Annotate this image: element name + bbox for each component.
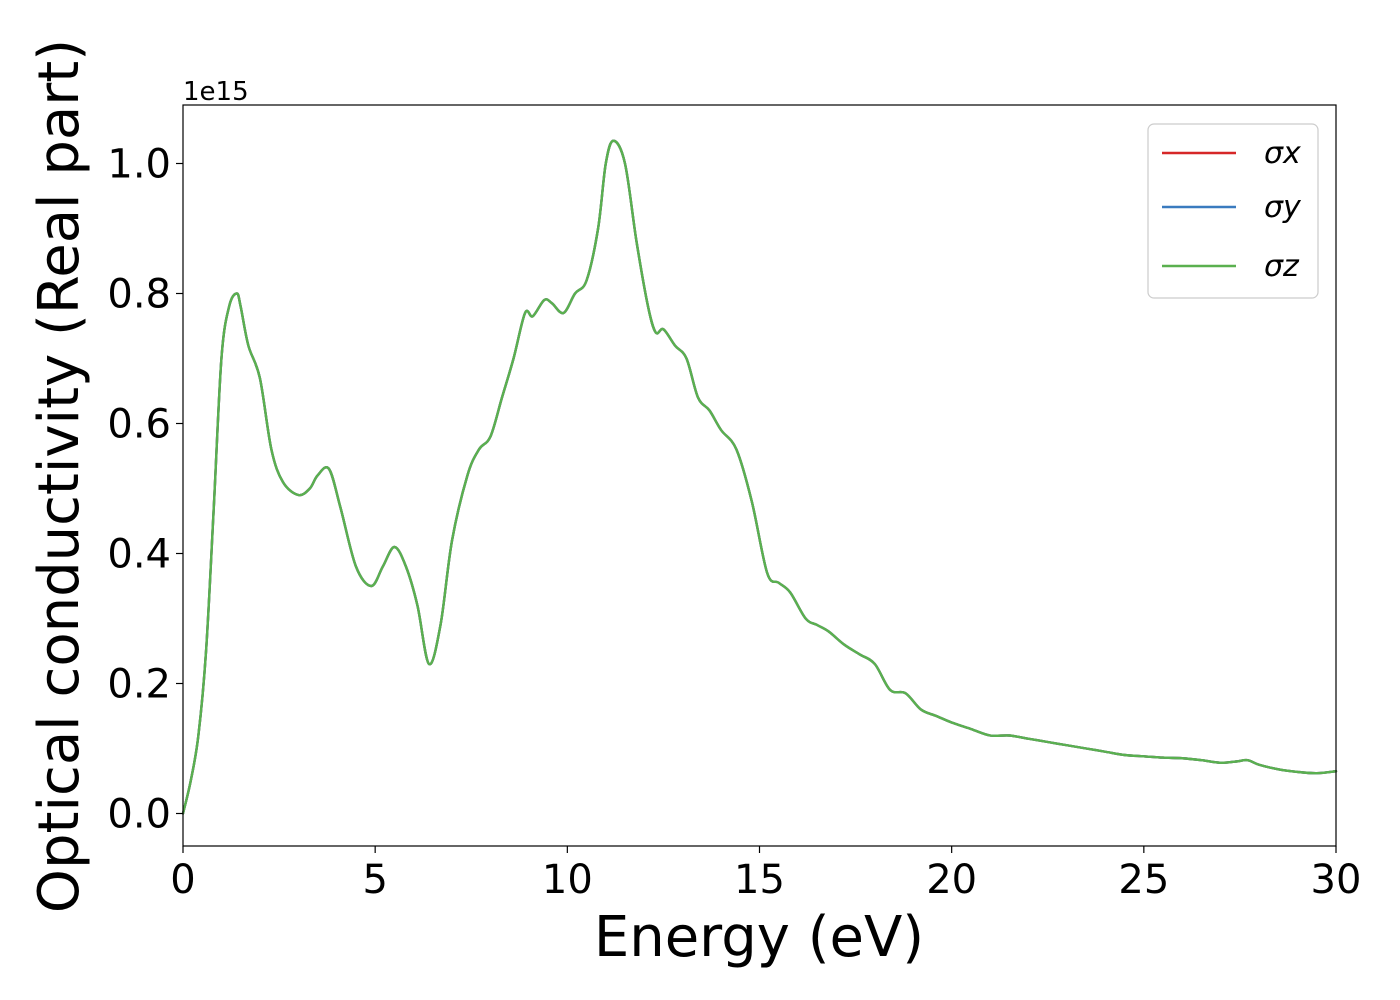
y-axis: 0.0 0.2 0.4 0.6 0.8 1.0 xyxy=(107,142,183,838)
x-tick-label: 20 xyxy=(926,857,977,903)
y-tick-label: 0.2 xyxy=(107,662,171,708)
x-tick-label: 30 xyxy=(1311,857,1362,903)
legend-items: σx σy σz xyxy=(1162,136,1302,284)
y-tick-label: 0.4 xyxy=(107,532,171,578)
x-tick-label: 5 xyxy=(362,857,387,903)
legend: σx σy σz xyxy=(1147,123,1319,299)
y-axis-label: Optical conductivity (Real part) xyxy=(27,39,92,913)
y-tick-label: 0.0 xyxy=(107,792,171,838)
y-tick-label: 1.0 xyxy=(107,142,171,188)
x-axis-label: Energy (eV) xyxy=(594,905,924,970)
x-tick-label: 15 xyxy=(734,857,785,903)
series-layer xyxy=(181,139,1338,815)
legend-label: σx xyxy=(1264,136,1301,171)
x-tick-label: 10 xyxy=(542,857,593,903)
legend-label: σy xyxy=(1264,190,1302,225)
legend-label: σz xyxy=(1264,249,1300,284)
y-offset-label: 1e15 xyxy=(183,77,249,107)
x-tick-label: 25 xyxy=(1118,857,1169,903)
y-tick-label: 0.8 xyxy=(107,272,171,318)
x-axis: 0 5 10 15 20 25 30 xyxy=(170,846,1361,903)
series-line-3 xyxy=(181,139,1338,815)
x-tick-label: 0 xyxy=(170,857,195,903)
y-tick-label: 0.6 xyxy=(107,402,171,448)
legend-frame xyxy=(1147,123,1319,299)
